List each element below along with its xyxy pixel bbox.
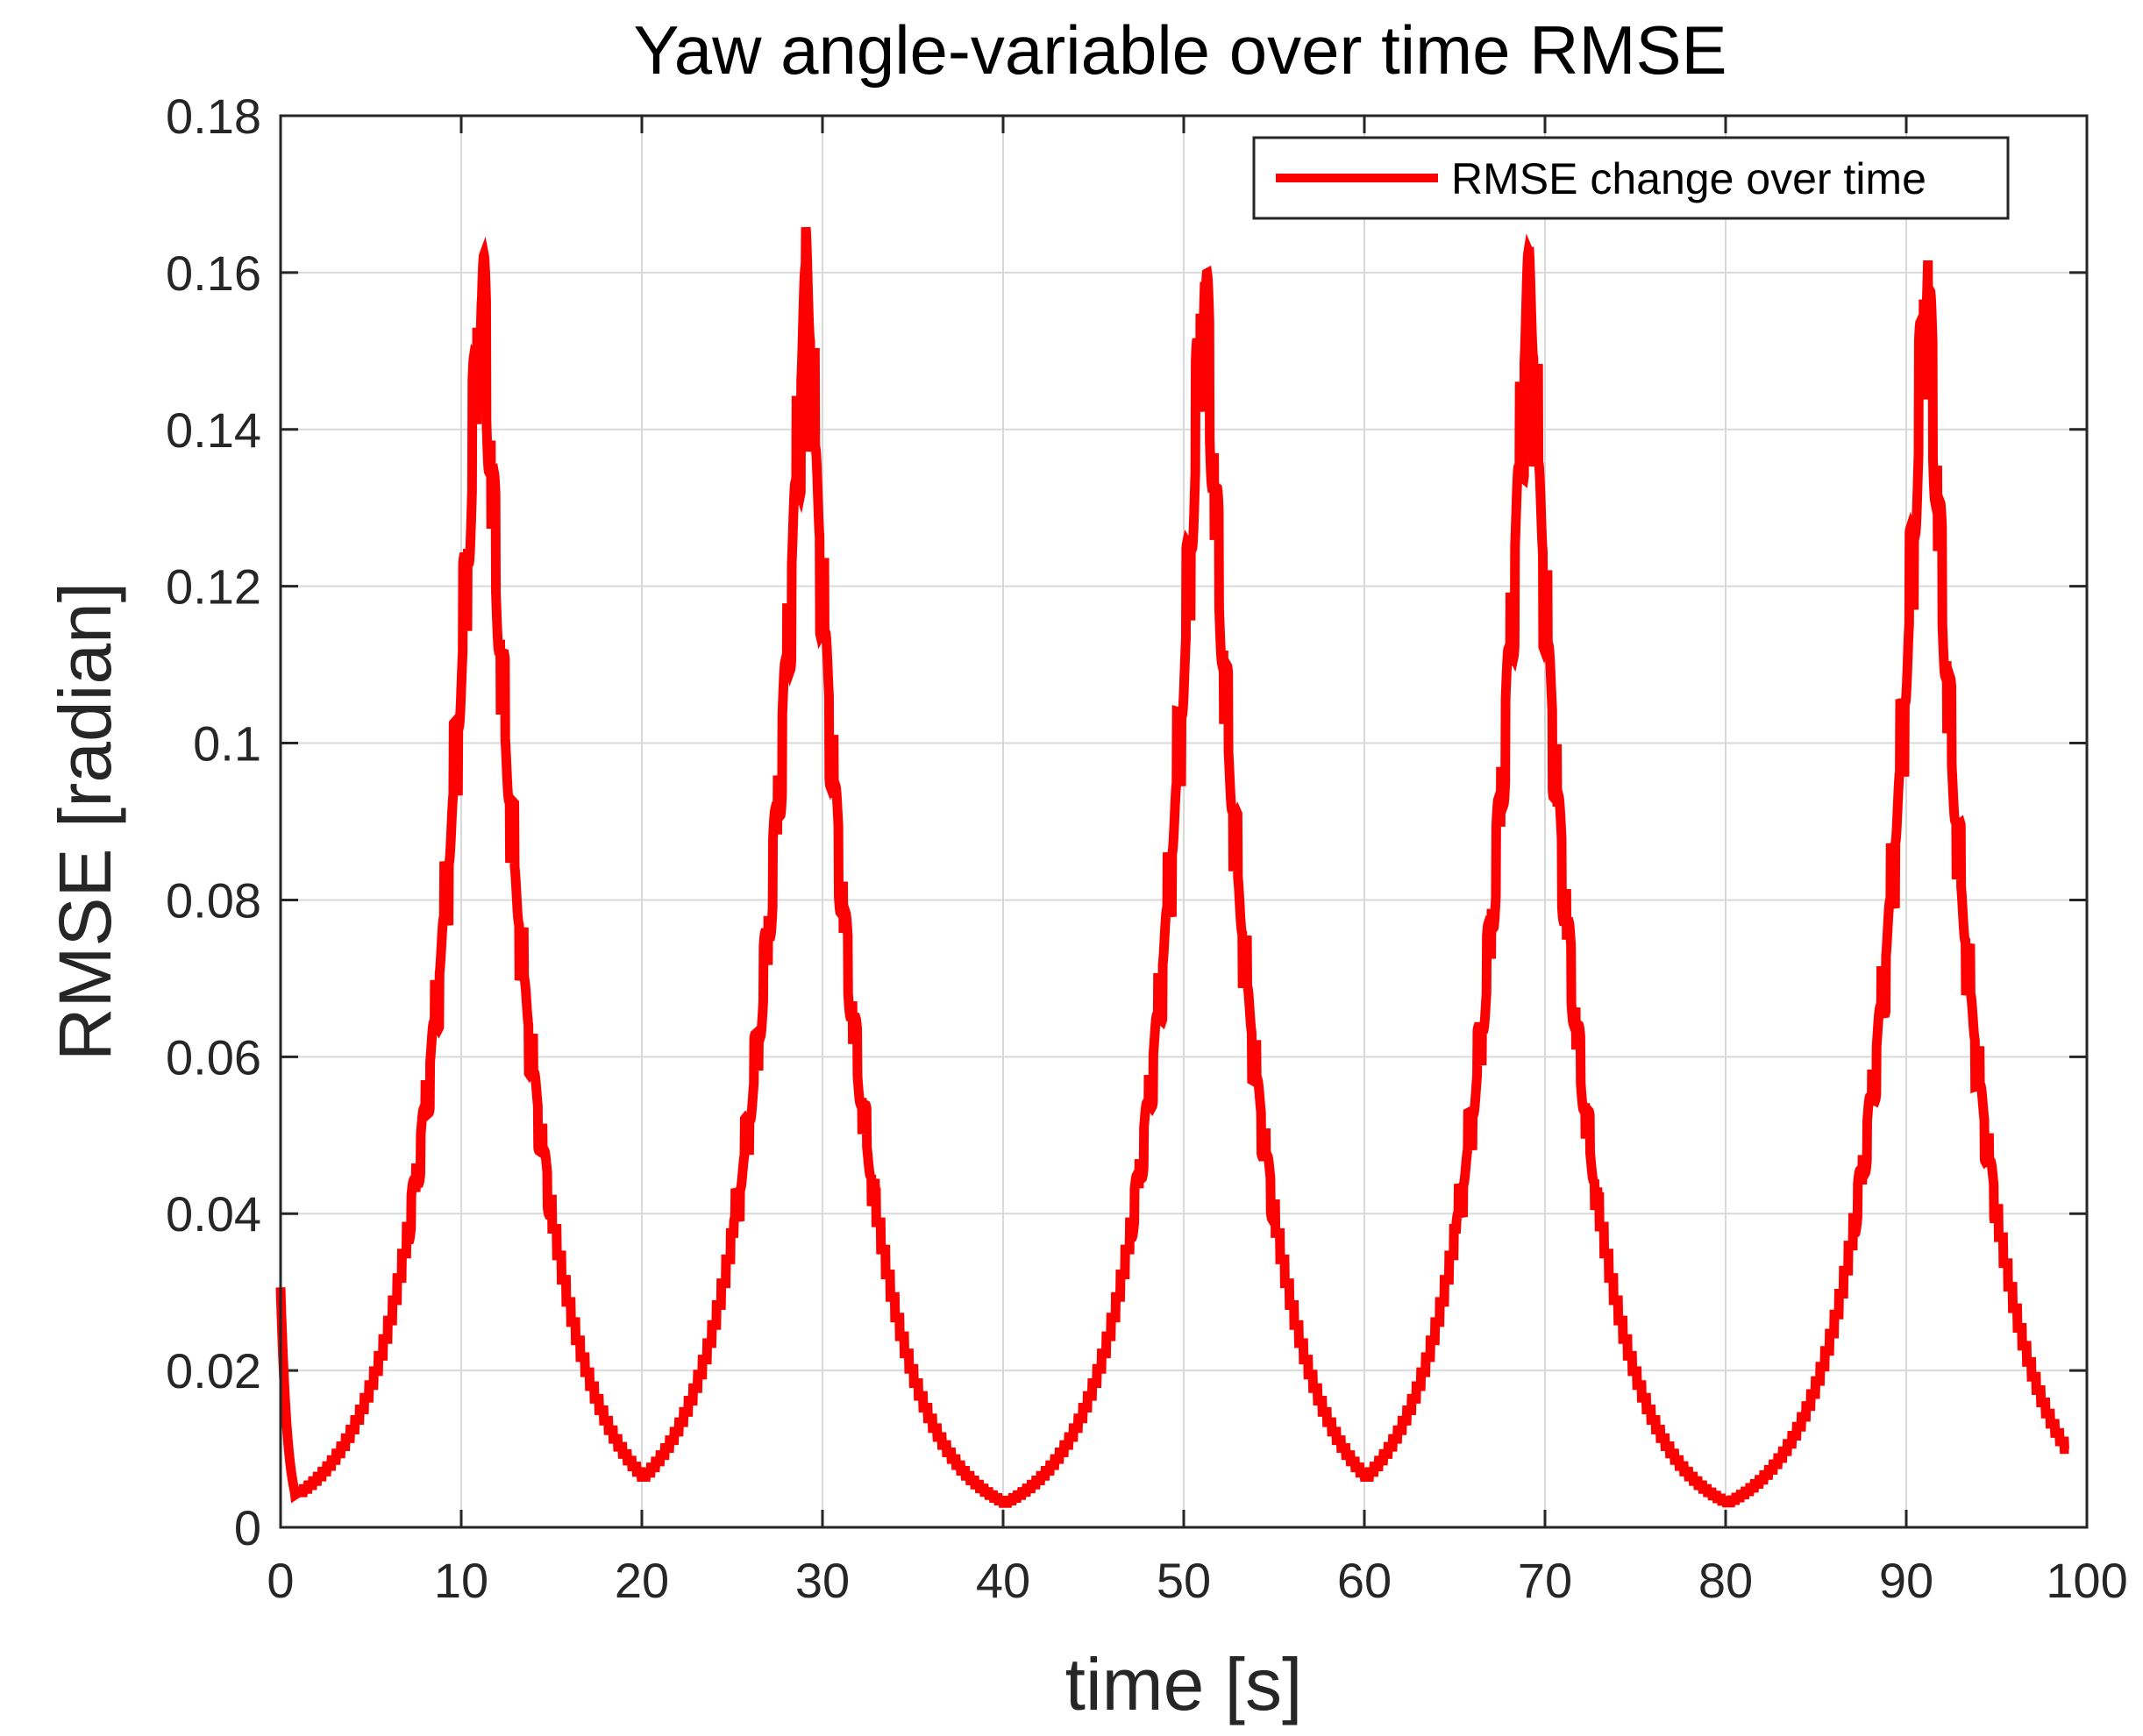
y-tick-label: 0.12 <box>166 559 261 615</box>
rmse-series-line <box>275 226 2069 1508</box>
legend: RMSE change over time <box>1252 136 2010 220</box>
series-layer <box>275 226 2069 1508</box>
y-tick-label: 0.1 <box>193 716 261 772</box>
y-tick-label: 0 <box>234 1500 261 1555</box>
x-tick-label: 10 <box>434 1553 488 1608</box>
x-tick-label: 90 <box>1879 1553 1933 1608</box>
x-tick-label: 40 <box>976 1553 1030 1608</box>
legend-label: RMSE change over time <box>1451 154 1926 203</box>
y-tick-label: 0.18 <box>166 89 261 144</box>
x-tick-label: 70 <box>1518 1553 1572 1608</box>
x-tick-label: 80 <box>1698 1553 1753 1608</box>
y-tick-label: 0.16 <box>166 245 261 301</box>
y-tick-label: 0.08 <box>166 872 261 928</box>
x-axis-ticks: 0 10 20 30 40 50 60 70 80 90 100 <box>267 116 2128 1608</box>
y-tick-label: 0.06 <box>166 1029 261 1085</box>
x-tick-label: 100 <box>2046 1553 2127 1608</box>
chart-title: Yaw angle-variable over time RMSE <box>633 11 1727 89</box>
y-axis-ticks: 0 0.02 0.04 0.06 0.08 0.1 0.12 0.14 0.16 0.18 <box>166 89 2087 1555</box>
plot-area-border <box>279 114 2089 1529</box>
x-tick-label: 30 <box>795 1553 850 1608</box>
x-tick-label: 0 <box>267 1553 294 1608</box>
x-tick-label: 20 <box>615 1553 669 1608</box>
y-axis-label: RMSE [radian] <box>44 582 126 1061</box>
x-tick-label: 50 <box>1157 1553 1211 1608</box>
x-axis-label: time [s] <box>1065 1643 1303 1725</box>
y-tick-label: 0.14 <box>166 402 261 458</box>
x-tick-label: 60 <box>1337 1553 1392 1608</box>
y-tick-label: 0.02 <box>166 1343 261 1398</box>
y-tick-label: 0.04 <box>166 1186 261 1242</box>
